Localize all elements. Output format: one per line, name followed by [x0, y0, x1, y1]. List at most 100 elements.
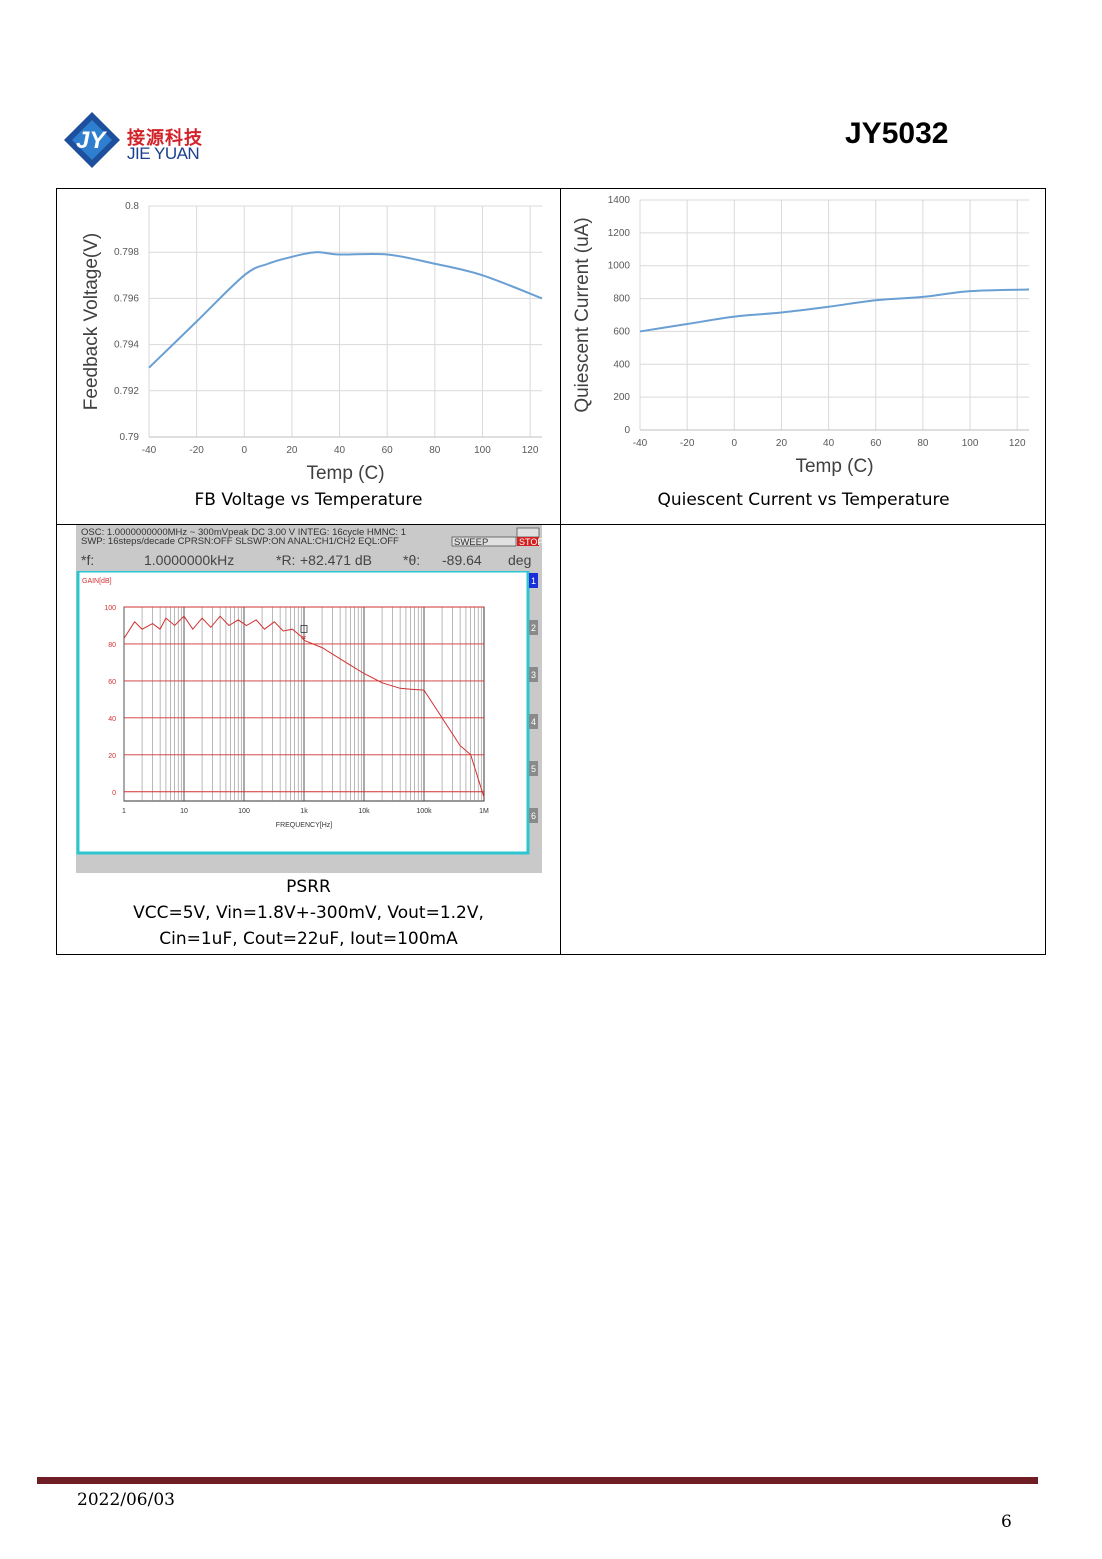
x-tick-label: 80	[917, 438, 929, 449]
x-tick-label: 10	[180, 808, 188, 815]
y-tick-label: 40	[108, 716, 116, 723]
y-tick-label: 1200	[608, 228, 631, 239]
channel-tab	[529, 620, 538, 635]
y-tick-label: 800	[613, 294, 630, 305]
x-tick-label: -40	[633, 438, 648, 449]
x-tick-label: 80	[429, 445, 441, 456]
channel-tab	[529, 761, 538, 776]
x-tick-label: 0	[732, 438, 738, 449]
cell-empty	[561, 525, 1046, 954]
x-tick-label: 120	[522, 445, 539, 456]
fb-voltage-chart: 0.79 0.792 0.794 0.796 0.798 0.8 -40 -20 0 20 40 60…	[81, 201, 543, 484]
cursor-marker: *	[302, 632, 307, 646]
plot-frame	[76, 571, 530, 855]
part-number: JY5032	[845, 117, 949, 150]
characteristics-table: 0.79 0.792 0.794 0.796 0.798 0.8 -40 -20 0 20 40 60…	[56, 188, 1046, 955]
logo-english-name: JIE YUAN	[127, 144, 200, 163]
cell-psrr: OSC: 1.0000000000MHz ~ 300mVpeak DC 3.00…	[57, 525, 561, 954]
x-tick-label: 100k	[416, 808, 432, 815]
y-axis-label: GAIN[dB]	[82, 578, 112, 585]
y-tick-label: 0	[624, 425, 630, 436]
x-axis-label: FREQUENCY[Hz]	[276, 822, 332, 829]
x-tick-label: 40	[334, 445, 346, 456]
freq-label: *f:	[81, 552, 94, 568]
freq-value: 1.0000000kHz	[144, 552, 234, 568]
analyzer-osc-line: OSC: 1.0000000000MHz ~ 300mVpeak DC 3.00…	[81, 527, 406, 538]
series-line	[639, 288, 1030, 333]
y-tick-label: 1400	[608, 195, 631, 206]
cell-quiescent-current: 0 200 400 600 800 1000 1200 1400 -40 -20 0 20 40 60 80…	[561, 189, 1046, 525]
y-tick-label: 80	[108, 642, 116, 649]
stop-label: STOP	[519, 537, 542, 547]
y-tick-label: 0.8	[125, 201, 139, 212]
analyzer-swp-line: SWP: 16steps/decade CPRSN:OFF SLSWP:ON A…	[81, 536, 399, 547]
analyzer-screen: OSC: 1.0000000000MHz ~ 300mVpeak DC 3.00…	[76, 525, 542, 873]
x-tick-label: 100	[238, 808, 250, 815]
x-tick-label: 100	[474, 445, 491, 456]
y-tick-label: 0.796	[114, 293, 139, 304]
channel-tab	[529, 667, 538, 682]
x-axis-label: Temp (C)	[795, 456, 873, 477]
y-tick-label: 1000	[608, 261, 631, 272]
x-tick-label: 100	[962, 438, 979, 449]
cursor-box	[300, 624, 308, 633]
channel-tab-label: 3	[531, 670, 536, 680]
x-tick-label: 1M	[479, 808, 489, 815]
y-tick-label: 200	[613, 392, 630, 403]
channel-tab	[529, 573, 538, 588]
footer-date: 2022/06/03	[77, 1490, 175, 1510]
quiescent-current-chart: 0 200 400 600 800 1000 1200 1400 -40 -20 0 20 40 60 80…	[572, 195, 1030, 477]
r-value: +82.471 dB	[300, 552, 372, 568]
x-axis-label: Temp (C)	[306, 463, 384, 484]
footer-divider	[37, 1477, 1038, 1484]
channel-tab-label: 6	[531, 811, 536, 821]
theta-value: -89.64	[442, 552, 482, 568]
y-tick-label: 100	[104, 605, 116, 612]
theta-label: *θ:	[403, 552, 420, 568]
y-tick-label: 400	[613, 359, 630, 370]
x-tick-label: 60	[382, 445, 394, 456]
y-axis-label: Feedback Voltage(V)	[81, 233, 102, 410]
x-tick-label: 20	[286, 445, 298, 456]
analyzer-readout: OSC: 1.0000000000MHz ~ 300mVpeak DC 3.00…	[81, 527, 542, 568]
page-number: 6	[1001, 1512, 1012, 1532]
x-tick-label: -40	[142, 445, 157, 456]
x-tick-label: 120	[1009, 438, 1026, 449]
quiescent-current-caption: Quiescent Current vs Temperature	[657, 490, 950, 510]
channel-tab-label: 1	[531, 576, 536, 586]
x-tick-label: 10k	[358, 808, 370, 815]
r-label: *R:	[276, 552, 295, 568]
y-axis-label: Quiescent Current (uA)	[572, 217, 593, 412]
y-tick-label: 600	[613, 326, 630, 337]
channel-tab-label: 5	[531, 764, 536, 774]
channel-tab	[529, 808, 538, 823]
theta-unit: deg	[508, 552, 531, 568]
logo-chinese-name: 接源科技	[127, 128, 203, 149]
y-tick-label: 0.79	[120, 432, 140, 443]
x-tick-label: 1k	[300, 808, 308, 815]
y-tick-label: 0.798	[114, 247, 139, 258]
x-tick-label: 0	[241, 445, 247, 456]
psrr-caption-conditions-2: Cin=1uF, Cout=22uF, Iout=100mA	[159, 929, 458, 949]
y-tick-label: 0	[112, 790, 116, 797]
fb-voltage-caption: FB Voltage vs Temperature	[194, 490, 423, 510]
y-tick-label: 0.792	[114, 386, 139, 397]
psrr-chart: 1 10 100 1k 10k 100k 1M 100 80 60 40 20 0 GAIN[dB] FRE…	[76, 571, 538, 855]
channel-tab-label: 2	[531, 623, 536, 633]
y-tick-label: 0.794	[114, 340, 139, 351]
psrr-caption-title: PSRR	[286, 877, 331, 897]
company-logo: JY	[64, 112, 120, 168]
channel-tab	[529, 714, 538, 729]
x-tick-label: -20	[189, 445, 204, 456]
cell-fb-voltage: 0.79 0.792 0.794 0.796 0.798 0.8 -40 -20 0 20 40 60…	[57, 189, 561, 525]
y-tick-label: 20	[108, 753, 116, 760]
x-tick-label: 1	[122, 808, 126, 815]
x-tick-label: 20	[776, 438, 788, 449]
series-line	[123, 615, 485, 798]
sweep-label: SWEEP	[454, 537, 488, 548]
x-tick-label: 40	[823, 438, 835, 449]
y-tick-label: 60	[108, 679, 116, 686]
psrr-caption-conditions-1: VCC=5V, Vin=1.8V+-300mV, Vout=1.2V,	[133, 903, 484, 923]
x-tick-label: 60	[870, 438, 882, 449]
svg-text:JY: JY	[76, 127, 107, 154]
